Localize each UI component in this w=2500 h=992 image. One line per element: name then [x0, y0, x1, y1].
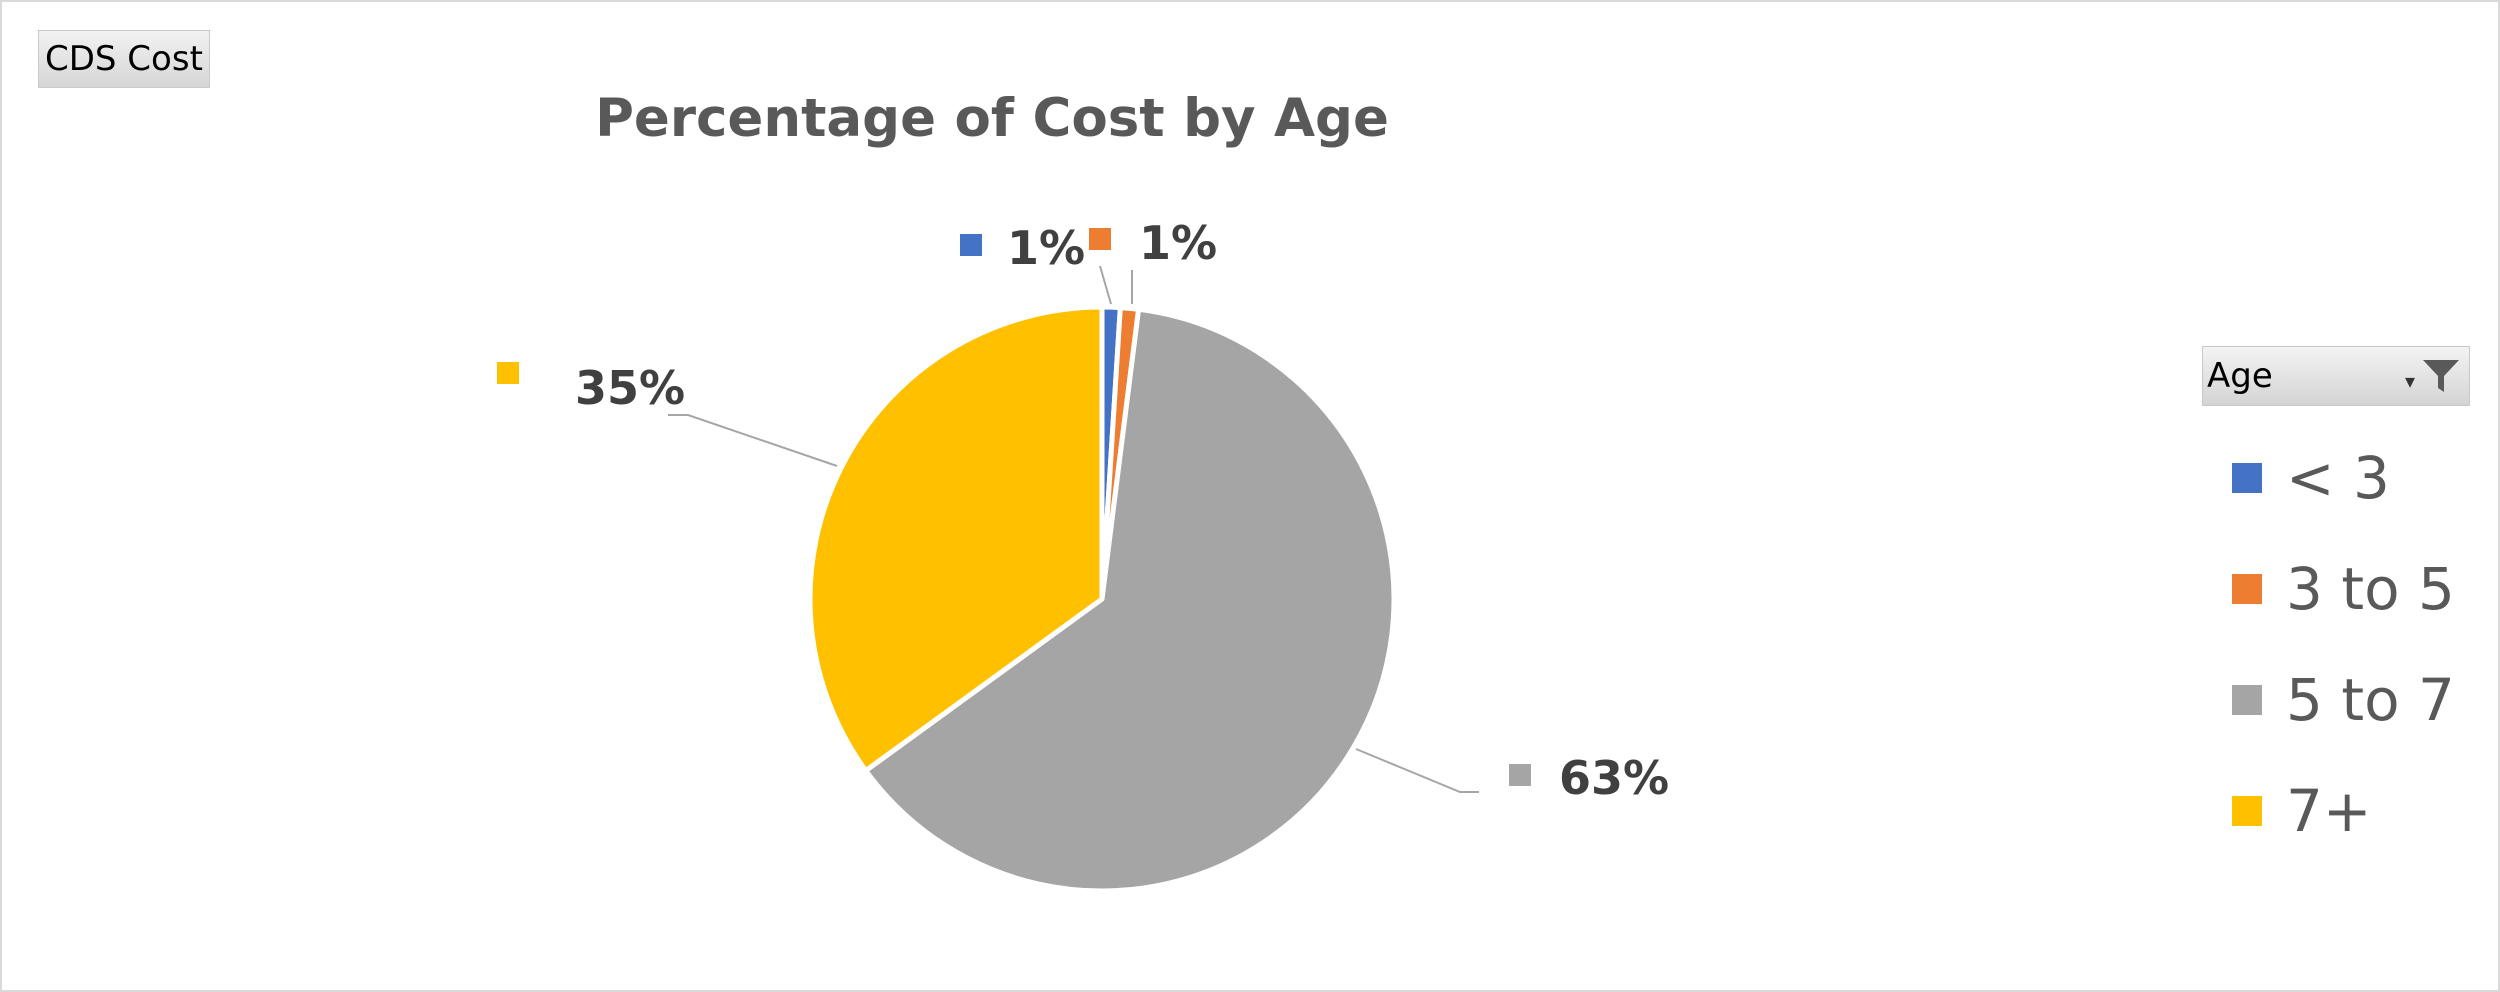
data-label-3: 35%: [575, 361, 685, 415]
legend-item-3to5[interactable]: 3 to 5: [2232, 533, 2455, 644]
pie-slice-2[interactable]: [863, 306, 1397, 894]
data-label-1: 1%: [1139, 216, 1217, 270]
dropdown-arrow-icon[interactable]: ▾: [2404, 369, 2415, 393]
legend-label: 3 to 5: [2286, 554, 2455, 623]
leader-line-2: [1355, 748, 1479, 793]
legend-swatch: [2232, 462, 2262, 493]
legend-label: < 3: [2286, 443, 2390, 512]
data-label-swatch-1: [1089, 228, 1111, 250]
legend-item-7plus[interactable]: 7+: [2232, 755, 2455, 866]
legend-label: 7+: [2286, 776, 2372, 845]
data-label-0: 1%: [1007, 221, 1085, 275]
pie-slice-3[interactable]: [807, 304, 1105, 774]
data-label-swatch-0: [960, 234, 982, 256]
legend-label: 5 to 7: [2286, 665, 2455, 734]
legend-item-lt3[interactable]: < 3: [2232, 422, 2455, 533]
legend: < 3 3 to 5 5 to 7 7+: [2232, 422, 2455, 866]
legend-swatch: [2232, 684, 2262, 715]
legend-swatch: [2232, 795, 2262, 826]
data-label-swatch-2: [1509, 764, 1531, 786]
leader-line-3: [668, 414, 838, 467]
legend-header-label: Age: [2207, 356, 2273, 396]
field-button-label: CDS Cost: [45, 39, 203, 79]
legend-swatch: [2232, 573, 2262, 604]
filter-funnel-icon[interactable]: [2421, 356, 2461, 396]
data-label-swatch-3: [497, 362, 519, 384]
cds-cost-field-button[interactable]: CDS Cost: [38, 30, 210, 88]
data-label-2: 63%: [1559, 751, 1669, 805]
age-filter-header[interactable]: Age ▾: [2202, 346, 2470, 406]
leader-line-0: [1099, 265, 1112, 305]
legend-item-5to7[interactable]: 5 to 7: [2232, 644, 2455, 755]
chart-title: Percentage of Cost by Age: [595, 88, 1389, 149]
